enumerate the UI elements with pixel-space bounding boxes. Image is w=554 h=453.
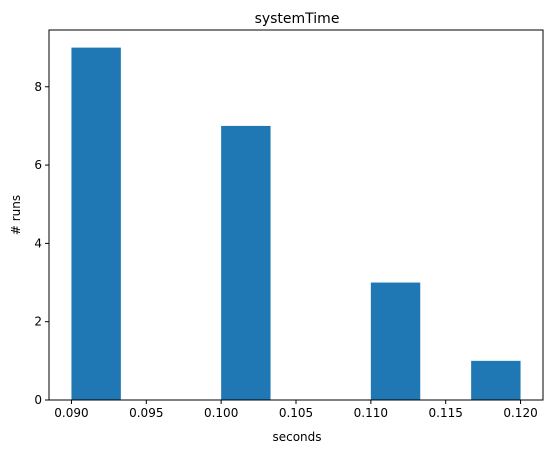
chart-title: systemTime	[255, 11, 340, 27]
x-tick-label-5: 0.115	[429, 406, 463, 420]
x-tick-label-6: 0.120	[503, 406, 537, 420]
histogram-bar-3	[221, 125, 271, 400]
y-tick-label-1: 2	[34, 315, 42, 329]
x-axis-ticks: 0.090 0.095 0.100 0.105 0.110 0.115 0.120	[54, 400, 538, 420]
y-axis-ticks: 0 2 4 6 8	[34, 80, 49, 407]
bars-group	[71, 47, 521, 400]
y-tick-label-2: 4	[34, 236, 42, 250]
histogram-bar-0	[71, 47, 121, 400]
y-tick-label-3: 6	[34, 158, 42, 172]
x-tick-label-4: 0.110	[354, 406, 388, 420]
histogram-bar-8	[471, 360, 521, 400]
x-tick-label-2: 0.100	[204, 406, 238, 420]
plot-frame	[48, 29, 544, 401]
y-tick-label-4: 8	[34, 80, 42, 94]
y-axis-label: # runs	[9, 195, 23, 235]
x-axis-label: seconds	[272, 430, 321, 444]
x-tick-label-1: 0.095	[129, 406, 163, 420]
x-tick-label-3: 0.105	[279, 406, 313, 420]
x-tick-label-0: 0.090	[54, 406, 88, 420]
y-tick-label-0: 0	[34, 393, 42, 407]
histogram-bar-6	[370, 282, 421, 400]
